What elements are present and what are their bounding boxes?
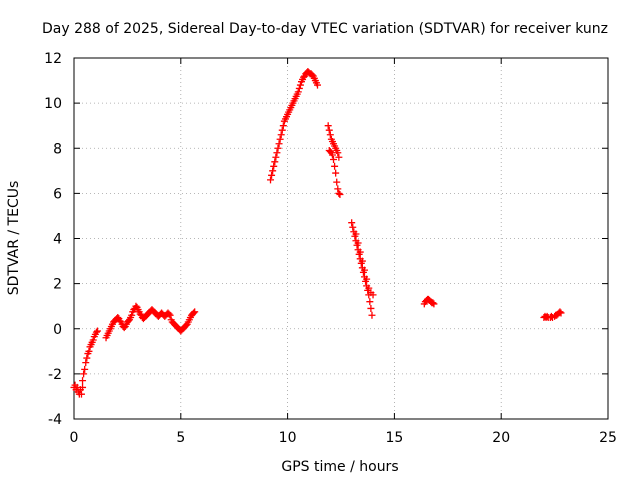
x-tick-label: 25 bbox=[599, 430, 617, 446]
data-point bbox=[332, 169, 340, 177]
data-point bbox=[267, 176, 275, 184]
data-point bbox=[80, 370, 88, 378]
data-point bbox=[92, 328, 100, 336]
data-point bbox=[314, 81, 322, 89]
data-point bbox=[430, 300, 438, 308]
data-point bbox=[85, 347, 93, 355]
data-point bbox=[557, 309, 565, 317]
y-tick-label: 2 bbox=[53, 277, 62, 293]
y-tick-label: 10 bbox=[44, 96, 62, 112]
x-tick-label: 15 bbox=[385, 430, 403, 446]
data-point bbox=[77, 390, 85, 398]
y-tick-label: -2 bbox=[48, 367, 62, 383]
data-point bbox=[334, 185, 342, 193]
data-point bbox=[128, 311, 136, 319]
data-point bbox=[335, 189, 343, 197]
data-points bbox=[70, 68, 565, 398]
x-tick-label: 10 bbox=[279, 430, 297, 446]
y-tick-label: 4 bbox=[53, 232, 62, 248]
data-point bbox=[336, 191, 344, 199]
data-point bbox=[354, 239, 362, 247]
data-point bbox=[295, 84, 303, 92]
data-point bbox=[278, 126, 286, 134]
data-point bbox=[356, 248, 364, 256]
data-point bbox=[274, 144, 282, 152]
data-point bbox=[335, 153, 343, 161]
data-point bbox=[191, 308, 199, 316]
data-point bbox=[326, 131, 334, 139]
data-point bbox=[334, 149, 342, 157]
data-point bbox=[82, 359, 90, 367]
data-point bbox=[296, 81, 304, 89]
data-point bbox=[89, 336, 97, 344]
data-point bbox=[324, 122, 332, 130]
data-point bbox=[83, 354, 91, 362]
data-point bbox=[352, 230, 360, 238]
y-axis-label: SDTVAR / TECUs bbox=[6, 181, 22, 296]
plot-frame bbox=[73, 57, 609, 420]
y-tick-label: 8 bbox=[53, 141, 62, 157]
data-point bbox=[328, 151, 336, 159]
data-point bbox=[275, 140, 283, 148]
data-point bbox=[366, 298, 374, 306]
data-point bbox=[166, 311, 174, 319]
data-point bbox=[348, 219, 356, 227]
data-point bbox=[190, 309, 198, 317]
y-tick-label: 6 bbox=[53, 186, 62, 202]
data-point bbox=[556, 308, 564, 316]
y-tick-label: -4 bbox=[48, 412, 62, 428]
data-point bbox=[360, 266, 368, 274]
data-point bbox=[325, 126, 333, 134]
axis-ticks: 0 5 10 15 20 25 -4 -2 0 2 4 6 8 10 12 bbox=[44, 51, 617, 446]
data-point bbox=[273, 149, 281, 157]
data-point bbox=[79, 377, 87, 385]
data-point bbox=[81, 365, 89, 373]
y-tick-label: 12 bbox=[44, 51, 62, 67]
data-point bbox=[358, 257, 366, 265]
data-point bbox=[369, 291, 377, 299]
data-point bbox=[271, 158, 279, 166]
data-point bbox=[279, 122, 287, 130]
x-tick-label: 5 bbox=[176, 430, 185, 446]
x-axis-label: GPS time / hours bbox=[281, 459, 398, 475]
data-point bbox=[333, 178, 341, 186]
data-point bbox=[93, 327, 101, 335]
data-point bbox=[294, 88, 302, 96]
data-point bbox=[272, 153, 280, 161]
data-point bbox=[368, 311, 376, 319]
data-point bbox=[270, 162, 278, 170]
data-point bbox=[365, 284, 373, 292]
data-point bbox=[277, 131, 285, 139]
chart-title: Day 288 of 2025, Sidereal Day-to-day VTE… bbox=[42, 21, 608, 37]
data-point bbox=[429, 299, 437, 307]
data-point bbox=[269, 167, 277, 175]
data-point bbox=[349, 223, 357, 231]
data-point bbox=[165, 310, 173, 318]
grid bbox=[74, 58, 608, 419]
data-point bbox=[363, 275, 371, 283]
data-point bbox=[330, 156, 338, 164]
data-point bbox=[331, 162, 339, 170]
data-point bbox=[367, 304, 375, 312]
data-point bbox=[79, 383, 87, 391]
x-tick-label: 20 bbox=[492, 430, 510, 446]
y-tick-label: 0 bbox=[53, 322, 62, 338]
data-point bbox=[276, 135, 284, 143]
data-point bbox=[268, 171, 276, 179]
x-tick-label: 0 bbox=[70, 430, 79, 446]
